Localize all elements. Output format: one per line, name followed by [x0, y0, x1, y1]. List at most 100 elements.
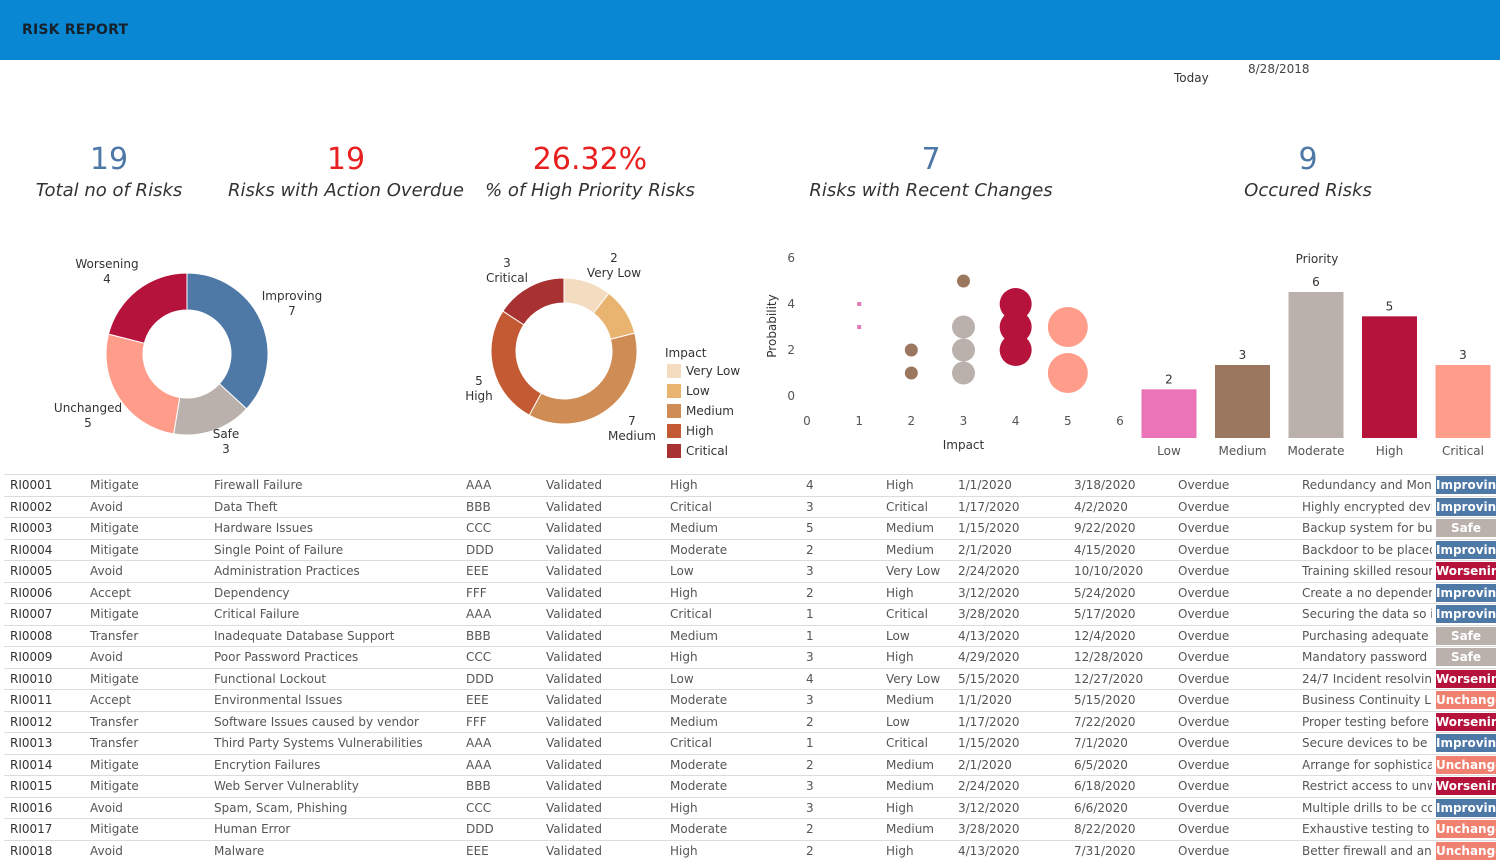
priority-bar-medium[interactable]	[1215, 365, 1270, 438]
impact-legend-label: Low	[686, 384, 710, 398]
cell-status: Validated	[546, 564, 661, 578]
cell-trend-badge: Improving	[1436, 541, 1496, 559]
scatter-point[interactable]	[1048, 307, 1088, 347]
priority-bar-value: 3	[1459, 348, 1467, 362]
scatter-point[interactable]	[857, 325, 861, 329]
scatter-point[interactable]	[1000, 334, 1032, 366]
impact-legend-swatch[interactable]	[667, 424, 681, 438]
impact-donut-slice-medium[interactable]	[529, 333, 637, 424]
cell-owner: BBB	[466, 629, 536, 643]
cell-impact: Low	[886, 629, 954, 643]
cell-start-date: 3/28/2020	[958, 822, 1068, 836]
cell-start-date: 1/17/2020	[958, 715, 1068, 729]
cell-probability: 3	[806, 650, 876, 664]
scatter-point[interactable]	[905, 367, 918, 380]
cell-due-date: 4/2/2020	[1074, 500, 1174, 514]
scatter-point[interactable]	[857, 302, 861, 306]
trend-donut-slice-improving[interactable]	[187, 273, 268, 409]
cell-impact: Medium	[886, 758, 954, 772]
impact-legend-label: Critical	[686, 444, 728, 458]
cell-response: Mitigate	[90, 607, 205, 621]
cell-risk-name: Single Point of Failure	[214, 543, 459, 557]
cell-start-date: 2/24/2020	[958, 564, 1068, 578]
cell-due-date: 5/24/2020	[1074, 586, 1174, 600]
priority-bar-moderate[interactable]	[1289, 292, 1344, 438]
cell-start-date: 1/15/2020	[958, 521, 1068, 535]
cell-owner: DDD	[466, 543, 536, 557]
impact-legend-swatch[interactable]	[667, 404, 681, 418]
priority-bar-low[interactable]	[1142, 389, 1197, 438]
impact-donut-slice-high[interactable]	[491, 311, 541, 415]
cell-owner: DDD	[466, 822, 536, 836]
cell-action-status: Overdue	[1178, 672, 1293, 686]
trend-donut-slice-worsening[interactable]	[108, 273, 187, 343]
cell-start-date: 2/1/2020	[958, 758, 1068, 772]
trend-donut-label-unchanged-value: 5	[84, 416, 92, 430]
scatter-point[interactable]	[952, 339, 975, 362]
cell-response: Transfer	[90, 629, 205, 643]
cell-risk-id: RI0014	[10, 758, 80, 772]
trend-donut-slice-unchanged[interactable]	[106, 334, 180, 434]
cell-priority: Critical	[670, 500, 790, 514]
cell-mitigation: Training skilled resour...	[1302, 564, 1432, 578]
scatter-x-tick: 5	[1064, 414, 1072, 428]
priority-bar-category: High	[1376, 444, 1404, 458]
priority-bar-critical[interactable]	[1436, 365, 1491, 438]
scatter-point[interactable]	[905, 344, 918, 357]
scatter-point[interactable]	[1048, 353, 1088, 393]
cell-mitigation: Restrict access to unw...	[1302, 779, 1432, 793]
cell-response: Avoid	[90, 801, 205, 815]
cell-risk-id: RI0015	[10, 779, 80, 793]
cell-probability: 2	[806, 758, 876, 772]
priority-bar-category: Low	[1157, 444, 1181, 458]
cell-trend-badge: Safe	[1436, 627, 1496, 645]
cell-impact: Critical	[886, 736, 954, 750]
cell-response: Avoid	[90, 650, 205, 664]
impact-legend-swatch[interactable]	[667, 384, 681, 398]
scatter-point[interactable]	[952, 316, 975, 339]
cell-risk-id: RI0005	[10, 564, 80, 578]
cell-mitigation: Purchasing adequate ...	[1302, 629, 1432, 643]
cell-impact: High	[886, 478, 954, 492]
cell-risk-id: RI0009	[10, 650, 80, 664]
cell-due-date: 6/5/2020	[1074, 758, 1174, 772]
priority-bar-high[interactable]	[1362, 316, 1417, 438]
scatter-point[interactable]	[957, 275, 970, 288]
cell-status: Validated	[546, 607, 661, 621]
cell-risk-name: Encrytion Failures	[214, 758, 459, 772]
scatter-y-tick: 0	[787, 389, 795, 403]
impact-legend-swatch[interactable]	[667, 444, 681, 458]
impact-legend-swatch[interactable]	[667, 364, 681, 378]
priority-bar-value: 3	[1239, 348, 1247, 362]
cell-trend-badge: Improving	[1436, 734, 1496, 752]
scatter-point[interactable]	[952, 362, 975, 385]
cell-start-date: 1/15/2020	[958, 736, 1068, 750]
cell-action-status: Overdue	[1178, 543, 1293, 557]
cell-action-status: Overdue	[1178, 715, 1293, 729]
cell-risk-name: Software Issues caused by vendor	[214, 715, 459, 729]
cell-start-date: 3/12/2020	[958, 586, 1068, 600]
cell-start-date: 1/1/2020	[958, 478, 1068, 492]
cell-status: Validated	[546, 693, 661, 707]
cell-priority: Medium	[670, 629, 790, 643]
cell-due-date: 12/27/2020	[1074, 672, 1174, 686]
cell-priority: High	[670, 844, 790, 858]
